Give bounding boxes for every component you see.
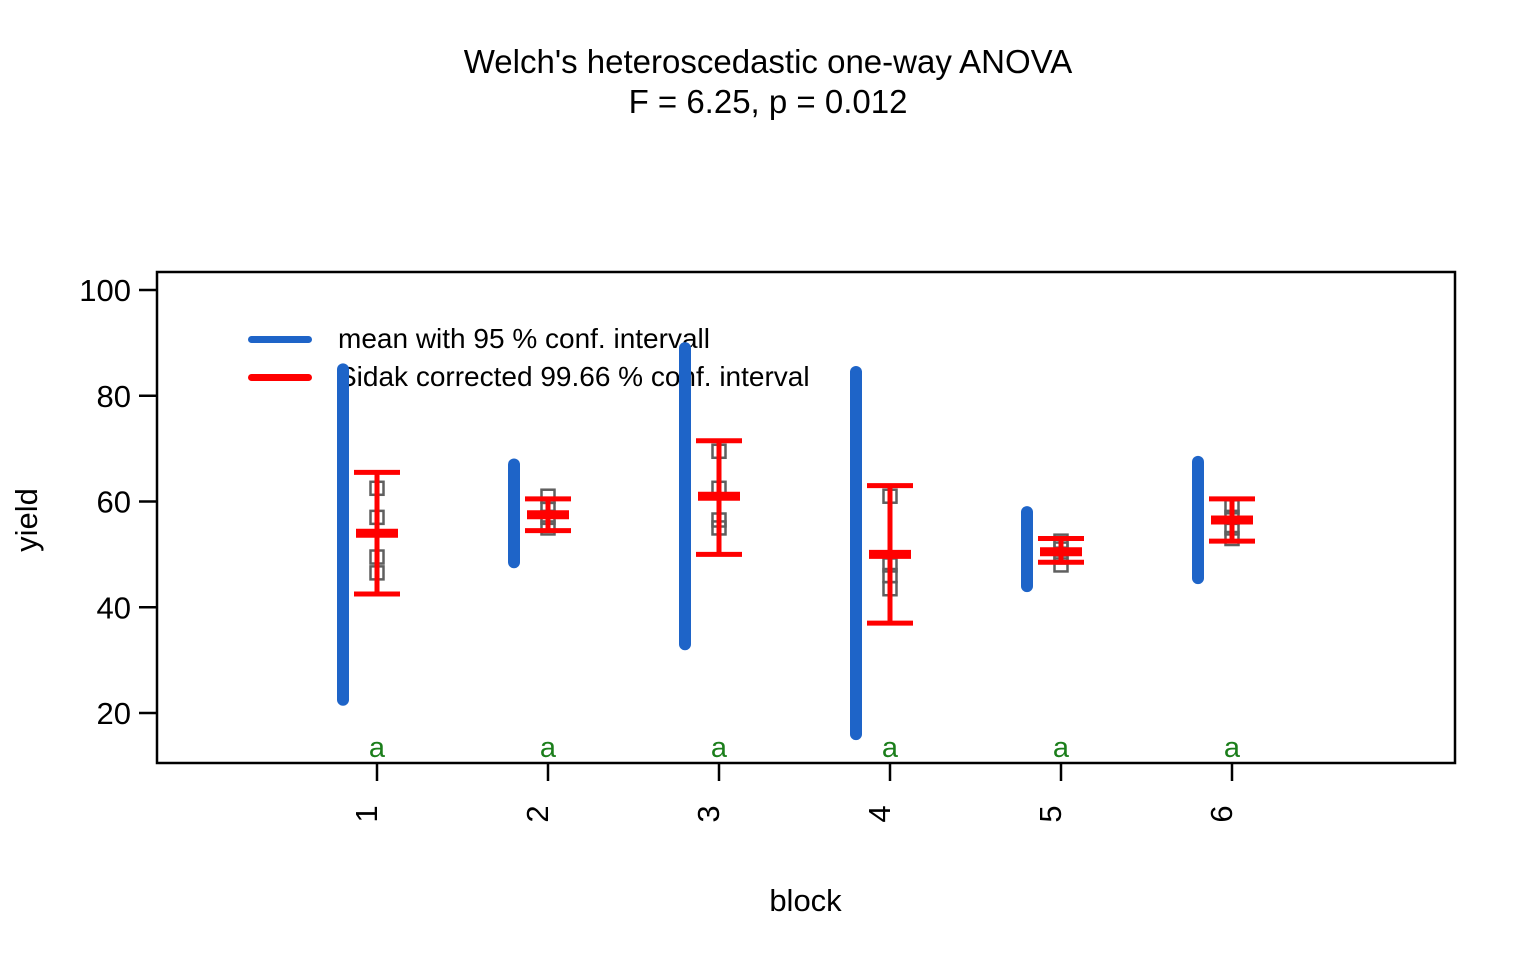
legend-label-mean-ci: mean with 95 % conf. intervall xyxy=(338,323,710,354)
y-tick-label: 60 xyxy=(97,485,131,520)
x-axis-title: block xyxy=(769,883,842,918)
y-tick-label: 20 xyxy=(97,696,131,731)
chart-title-block: Welch's heteroscedastic one-way ANOVA F … xyxy=(0,42,1536,122)
cld-letter: a xyxy=(540,732,557,764)
x-tick-label: 6 xyxy=(1204,805,1239,822)
chart-title: Welch's heteroscedastic one-way ANOVA xyxy=(463,43,1073,80)
legend-item-mean-ci: mean with 95 % conf. intervall xyxy=(248,320,810,358)
y-tick-label: 100 xyxy=(79,273,131,308)
x-tick-label: 1 xyxy=(349,805,384,822)
x-tick-label: 3 xyxy=(691,805,726,822)
y-tick-label: 80 xyxy=(97,379,131,414)
legend-line-blue xyxy=(248,335,312,343)
x-tick-label: 5 xyxy=(1033,805,1068,822)
legend-line-red xyxy=(248,373,312,381)
cld-letter: a xyxy=(1053,732,1070,764)
x-tick-label: 4 xyxy=(862,805,897,822)
y-tick-label: 40 xyxy=(97,590,131,625)
cld-letter: a xyxy=(882,732,899,764)
cld-letter: a xyxy=(1224,732,1241,764)
cld-letter: a xyxy=(711,732,728,764)
x-tick-label: 2 xyxy=(520,805,555,822)
plot-box xyxy=(155,270,1457,765)
cld-letter: a xyxy=(369,732,386,764)
chart-subtitle: F = 6.25, p = 0.012 xyxy=(628,83,908,120)
